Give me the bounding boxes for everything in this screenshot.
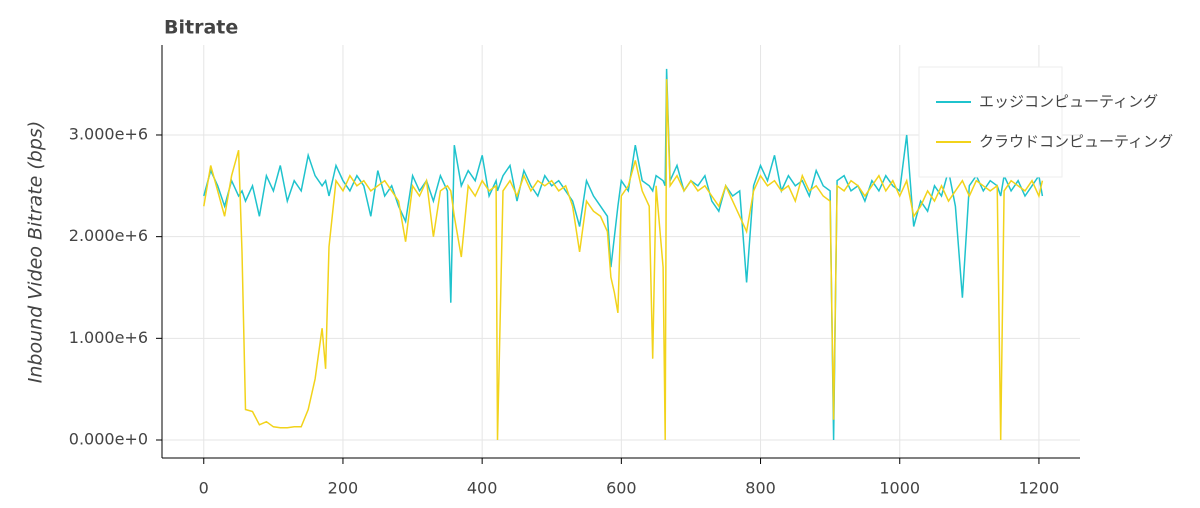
x-tick-label: 600 bbox=[606, 479, 637, 498]
y-tick-label: 0.000e+0 bbox=[69, 430, 148, 449]
x-tick-label: 200 bbox=[328, 479, 359, 498]
x-tick-label: 1200 bbox=[1019, 479, 1060, 498]
x-tick-label: 400 bbox=[467, 479, 498, 498]
y-axis-label: Inbound Video Bitrate (bps) bbox=[25, 121, 47, 383]
x-tick-label: 1000 bbox=[879, 479, 920, 498]
y-tick-label: 3.000e+6 bbox=[69, 124, 148, 143]
y-tick-label: 1.000e+6 bbox=[69, 328, 148, 347]
y-tick-label: 2.000e+6 bbox=[69, 226, 148, 245]
series-line bbox=[203, 68, 1044, 441]
x-tick-label: 0 bbox=[199, 479, 209, 498]
legend-box bbox=[918, 66, 1063, 178]
series-line bbox=[203, 79, 1044, 441]
x-tick-label: 800 bbox=[745, 479, 776, 498]
legend-label: クラウドコンピューティング bbox=[979, 133, 1173, 151]
legend-label: エッジコンピューティング bbox=[979, 93, 1158, 111]
chart-title: Bitrate bbox=[164, 17, 238, 39]
